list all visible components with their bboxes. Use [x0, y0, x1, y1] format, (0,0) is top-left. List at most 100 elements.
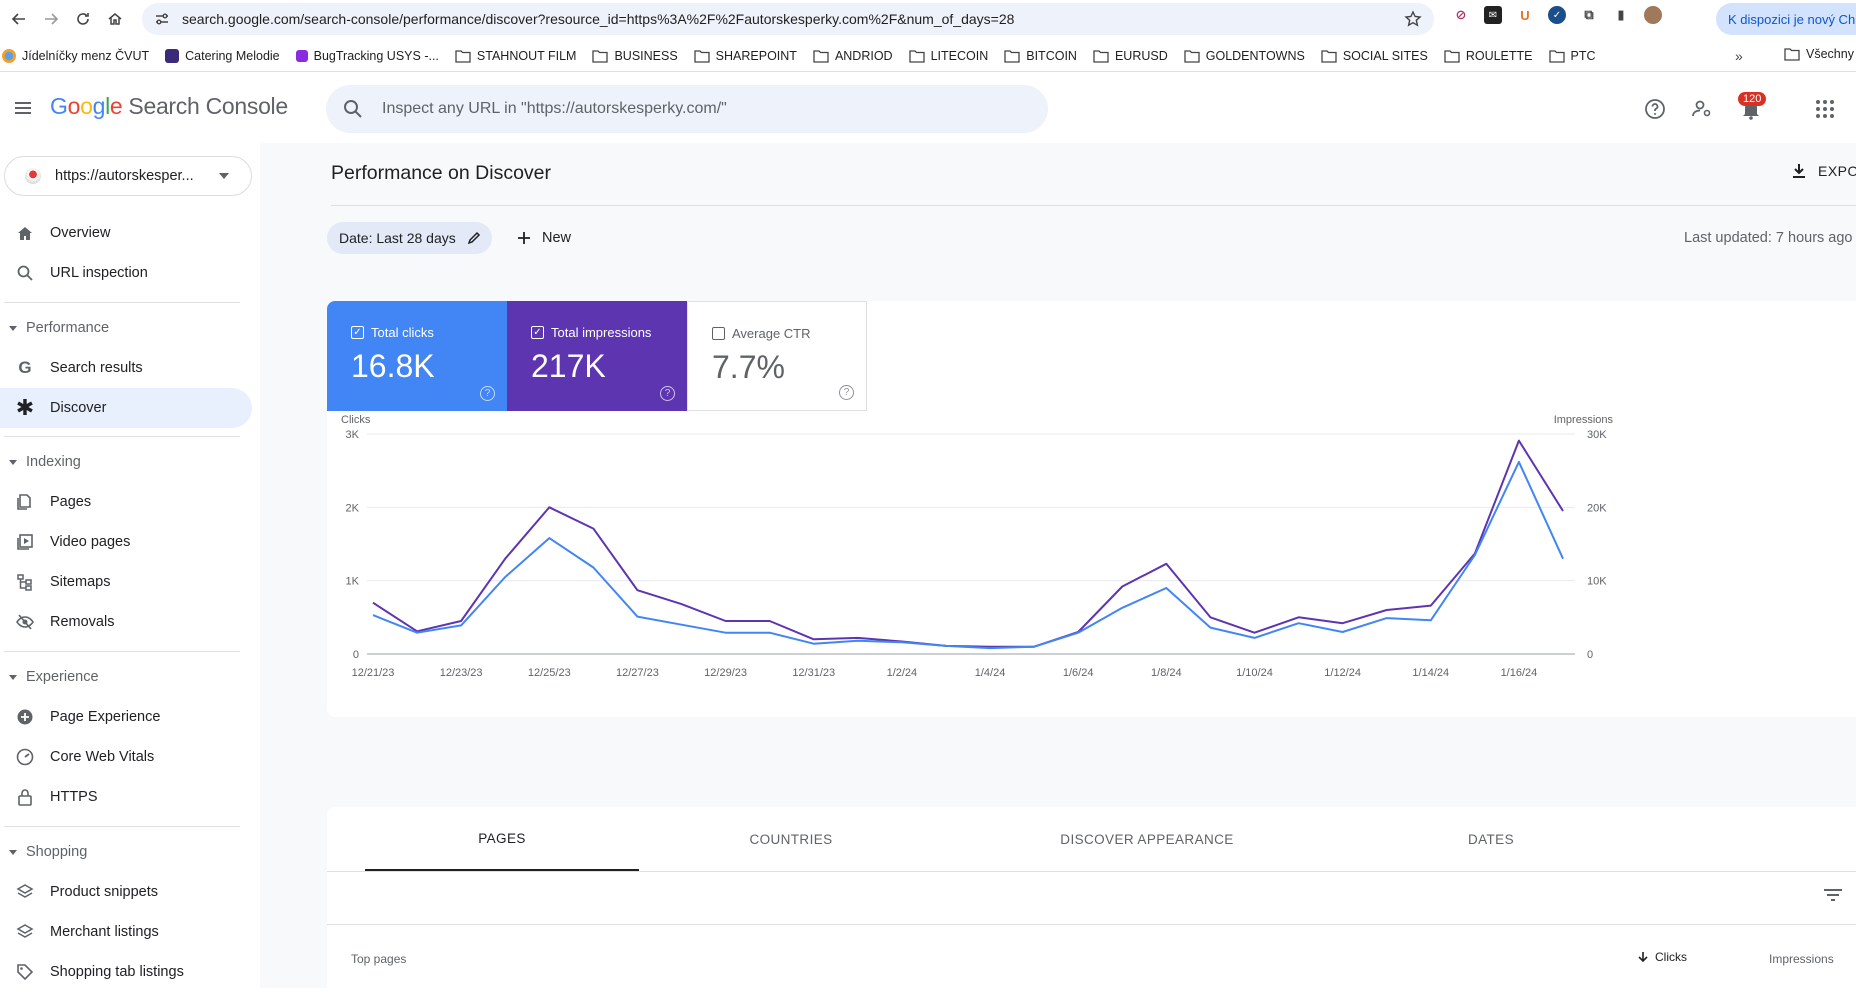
- back-icon[interactable]: [6, 6, 32, 32]
- bookmark-item[interactable]: Catering Melodie: [165, 48, 280, 63]
- plus-icon: [518, 232, 530, 244]
- bookmark-folder[interactable]: ROULETTE: [1444, 49, 1533, 63]
- checkbox-checked-icon[interactable]: ✓: [531, 326, 544, 339]
- folder-icon: [1184, 49, 1200, 63]
- bookmark-folder[interactable]: EURUSD: [1093, 49, 1168, 63]
- apps-grid-icon[interactable]: [1813, 97, 1837, 121]
- sidebar-section-performance[interactable]: Performance: [0, 314, 240, 342]
- bookmark-item[interactable]: Jídelníčky menz ČVUT: [2, 48, 149, 63]
- bookmark-folder[interactable]: PTC: [1548, 49, 1596, 63]
- sidebar-item-search-results[interactable]: G Search results: [0, 348, 252, 388]
- property-selector[interactable]: https://autorskesper...: [4, 156, 252, 196]
- sidebar-item-sitemaps[interactable]: Sitemaps: [0, 562, 252, 602]
- sidebar-item-removals[interactable]: Removals: [0, 602, 252, 642]
- column-header-impressions[interactable]: Impressions: [1769, 952, 1834, 966]
- bookmark-folder[interactable]: ANDRIOD: [813, 49, 893, 63]
- download-icon: [1793, 164, 1805, 178]
- url-text[interactable]: search.google.com/search-console/perform…: [182, 11, 1015, 27]
- chrome-update-button[interactable]: K dispozici je nový Chro: [1716, 3, 1856, 35]
- plus-circle-icon: [15, 707, 35, 727]
- series-line-impressions: [372, 439, 1564, 648]
- sidebar-item-page-experience[interactable]: Page Experience: [0, 697, 252, 737]
- u-extension-icon[interactable]: U: [1520, 7, 1530, 23]
- table-header-divider: [327, 924, 1856, 925]
- video-icon: [15, 532, 35, 552]
- filter-rows-icon[interactable]: [1821, 883, 1845, 907]
- x-tick-label: 12/27/23: [616, 667, 659, 679]
- check-extension-icon[interactable]: ✓: [1548, 6, 1566, 24]
- puzzle-extensions-icon[interactable]: ⧉: [1584, 7, 1594, 22]
- help-icon[interactable]: ?: [839, 385, 854, 400]
- chevron-down-icon: [219, 173, 229, 179]
- column-header-clicks[interactable]: Clicks: [1637, 950, 1687, 964]
- x-tick-label: 12/29/23: [704, 667, 747, 679]
- bookmark-folder[interactable]: LITECOIN: [908, 49, 988, 63]
- sidebar-divider: [4, 826, 240, 827]
- all-bookmarks-folder[interactable]: Všechny z: [1784, 47, 1856, 61]
- sidebar-item-core-web-vitals[interactable]: Core Web Vitals: [0, 737, 252, 777]
- y-axis-label-left: Clicks: [341, 414, 371, 426]
- profile-avatar-icon[interactable]: [1644, 6, 1662, 24]
- new-filter-button[interactable]: New: [516, 222, 571, 254]
- performance-line-chart[interactable]: 0 0 1K 10K 2K 20K 3K 30K Clicks Impressions 12/21/…: [327, 411, 1856, 711]
- sidebar-section-shopping[interactable]: Shopping: [0, 838, 240, 866]
- speedometer-icon: [15, 747, 35, 767]
- tab-pages[interactable]: PAGES: [365, 807, 639, 871]
- metric-total-clicks[interactable]: ✓ Total clicks 16.8K ?: [327, 301, 507, 411]
- date-filter-chip[interactable]: Date: Last 28 days: [327, 222, 492, 254]
- bookmark-star-icon[interactable]: [1404, 10, 1422, 28]
- sidebar-panel-icon[interactable]: ▮: [1617, 7, 1625, 22]
- adblock-extension-icon[interactable]: ⊘: [1455, 7, 1467, 22]
- sidebar-item-https[interactable]: HTTPS: [0, 777, 252, 817]
- search-input[interactable]: [382, 100, 982, 118]
- y-tick-label-right: 20K: [1587, 502, 1607, 514]
- sidebar-item-shopping-tab-listings[interactable]: Shopping tab listings: [0, 952, 252, 992]
- collapse-triangle-icon: [9, 459, 17, 465]
- sidebar-item-pages[interactable]: Pages: [0, 482, 252, 522]
- bookmarks-overflow-icon[interactable]: »: [1735, 48, 1743, 64]
- help-icon[interactable]: ?: [480, 386, 495, 401]
- tab-countries[interactable]: COUNTRIES: [749, 831, 833, 847]
- y-tick-label-left: 1K: [346, 576, 360, 588]
- folder-icon: [1093, 49, 1109, 63]
- site-info-icon[interactable]: [154, 11, 170, 27]
- bookmark-folder[interactable]: SHAREPOINT: [694, 49, 797, 63]
- x-tick-label: 1/12/24: [1324, 667, 1361, 679]
- mail-extension-icon[interactable]: ✉: [1484, 6, 1502, 24]
- manage-users-icon[interactable]: [1690, 97, 1714, 121]
- sidebar-section-indexing[interactable]: Indexing: [0, 448, 240, 476]
- bookmark-folder[interactable]: STAHNOUT FILM: [455, 49, 576, 63]
- tab-dates[interactable]: DATES: [1467, 831, 1514, 847]
- bookmark-item[interactable]: BugTracking USYS -...: [295, 49, 439, 63]
- sidebar-item-discover[interactable]: ✱ Discover: [0, 388, 252, 428]
- bookmark-folder[interactable]: BUSINESS: [592, 49, 678, 63]
- metric-total-impressions[interactable]: ✓ Total impressions 217K ?: [507, 301, 687, 411]
- bookmark-folder[interactable]: GOLDENTOWNS: [1184, 49, 1305, 63]
- url-inspect-search[interactable]: [326, 85, 1048, 133]
- menu-icon[interactable]: [12, 97, 34, 119]
- layers-icon: [15, 882, 35, 902]
- x-tick-label: 12/21/23: [352, 667, 395, 679]
- sidebar-item-overview[interactable]: Overview: [0, 213, 252, 253]
- help-icon[interactable]: [1643, 97, 1667, 121]
- metric-average-ctr[interactable]: Average CTR 7.7% ?: [687, 301, 867, 411]
- sidebar-item-video-pages[interactable]: Video pages: [0, 522, 252, 562]
- checkbox-checked-icon[interactable]: ✓: [351, 326, 364, 339]
- search-console-logo[interactable]: Google Search Console: [50, 93, 288, 119]
- sidebar-section-experience[interactable]: Experience: [0, 663, 240, 691]
- tab-discover-appearance[interactable]: DISCOVER APPEARANCE: [1060, 831, 1234, 847]
- checkbox-unchecked-icon[interactable]: [712, 327, 725, 340]
- sidebar-item-product-snippets[interactable]: Product snippets: [0, 872, 252, 912]
- export-button[interactable]: EXPO: [1790, 162, 1856, 180]
- reload-icon[interactable]: [70, 6, 96, 32]
- y-tick-label-left: 0: [353, 649, 359, 661]
- forward-icon[interactable]: [38, 6, 64, 32]
- bookmark-folder[interactable]: BITCOIN: [1004, 49, 1077, 63]
- sidebar-item-merchant-listings[interactable]: Merchant listings: [0, 912, 252, 952]
- home-icon[interactable]: [102, 6, 128, 32]
- sidebar-item-url-inspection[interactable]: URL inspection: [0, 253, 252, 293]
- address-bar[interactable]: search.google.com/search-console/perform…: [142, 3, 1434, 35]
- help-icon[interactable]: ?: [660, 386, 675, 401]
- bookmark-folder[interactable]: SOCIAL SITES: [1321, 49, 1428, 63]
- y-tick-label-left: 3K: [346, 429, 360, 441]
